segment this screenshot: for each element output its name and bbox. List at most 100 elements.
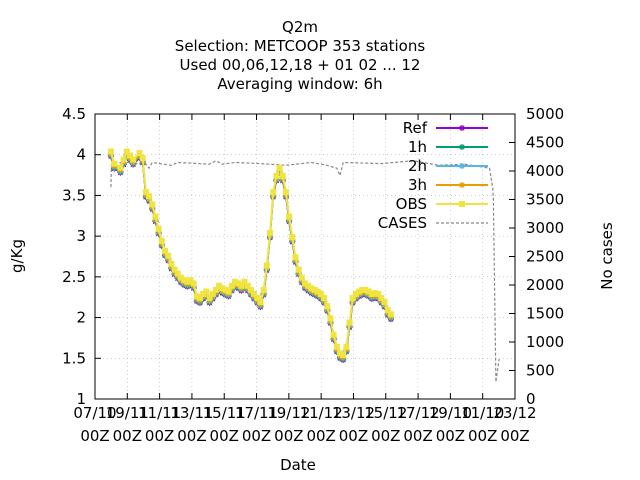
data-point bbox=[139, 154, 146, 161]
data-point bbox=[251, 290, 258, 297]
data-point bbox=[372, 290, 378, 297]
data-point bbox=[436, 0, 442, 6]
data-point bbox=[483, 0, 489, 6]
data-point bbox=[432, 0, 438, 6]
data-point bbox=[359, 286, 366, 293]
series-obs bbox=[107, 0, 505, 359]
data-point bbox=[317, 290, 324, 297]
data-point bbox=[200, 290, 207, 297]
y-tick-label: 2.5 bbox=[62, 268, 86, 286]
x-tick-label: 19/11 bbox=[106, 404, 149, 422]
x-tick-label: 11/12 bbox=[300, 404, 343, 422]
y-tick-label: 1.5 bbox=[62, 349, 86, 367]
x-tick-label: 00Z bbox=[339, 427, 368, 445]
data-point bbox=[381, 299, 388, 306]
data-point bbox=[333, 343, 340, 350]
title-line: Used 00,06,12,18 + 01 02 ... 12 bbox=[180, 56, 421, 74]
y2-axis-label: No cases bbox=[598, 222, 616, 290]
data-point bbox=[302, 280, 308, 287]
data-point bbox=[439, 0, 445, 6]
data-point bbox=[276, 164, 283, 171]
data-point bbox=[407, 0, 413, 6]
data-point bbox=[321, 295, 328, 302]
x-tick-label: 11/10 bbox=[461, 404, 504, 422]
y2-tick-label: 4000 bbox=[526, 162, 564, 180]
data-point bbox=[420, 0, 426, 6]
data-point bbox=[499, 0, 505, 6]
data-point bbox=[146, 193, 153, 200]
data-point bbox=[232, 278, 238, 285]
x-tick-label: 00Z bbox=[210, 427, 239, 445]
data-point bbox=[184, 278, 191, 285]
data-point bbox=[368, 290, 375, 297]
series-layer bbox=[107, 0, 505, 382]
x-tick-label: 13/12 bbox=[332, 404, 375, 422]
data-point bbox=[216, 282, 223, 289]
data-point bbox=[305, 282, 312, 289]
data-point bbox=[222, 286, 229, 293]
y2-tick-label: 1000 bbox=[526, 333, 564, 351]
data-point bbox=[410, 0, 416, 6]
data-point bbox=[171, 266, 178, 273]
data-point bbox=[219, 285, 226, 292]
title-line: Selection: METCOOP 353 stations bbox=[175, 37, 426, 55]
data-point bbox=[452, 0, 458, 6]
data-point bbox=[158, 238, 165, 245]
data-point bbox=[496, 0, 502, 6]
data-point bbox=[247, 286, 254, 293]
data-point bbox=[273, 172, 280, 179]
legend-marker bbox=[459, 125, 465, 131]
legend-label: OBS bbox=[396, 195, 427, 213]
data-point bbox=[448, 0, 454, 6]
data-point bbox=[327, 315, 334, 322]
legend-marker bbox=[459, 144, 465, 150]
x-tick-label: 19/10 bbox=[429, 404, 472, 422]
data-point bbox=[254, 295, 261, 302]
data-point bbox=[111, 160, 118, 167]
data-point bbox=[397, 0, 403, 6]
title-line: Averaging window: 6h bbox=[217, 75, 382, 93]
data-point bbox=[477, 0, 483, 6]
x-tick-label: 07/10 bbox=[73, 404, 116, 422]
data-point bbox=[203, 288, 210, 295]
legend-label: 2h bbox=[408, 157, 427, 175]
x-tick-label: 19/12 bbox=[267, 404, 310, 422]
legend-marker bbox=[459, 163, 465, 169]
data-point bbox=[263, 262, 270, 269]
data-point bbox=[461, 0, 467, 6]
x-tick-label: 00Z bbox=[145, 427, 174, 445]
data-point bbox=[387, 311, 394, 318]
y2-tick-label: 4500 bbox=[526, 134, 564, 152]
data-point bbox=[474, 0, 480, 6]
data-point bbox=[260, 286, 267, 293]
data-point bbox=[212, 286, 219, 293]
data-point bbox=[349, 295, 356, 302]
x-tick-label: 23/12 bbox=[493, 404, 536, 422]
data-point bbox=[455, 0, 461, 6]
data-point bbox=[174, 270, 181, 277]
data-point bbox=[142, 189, 149, 196]
data-point bbox=[228, 282, 235, 289]
data-point bbox=[123, 148, 130, 155]
x-tick-label: 15/12 bbox=[364, 404, 407, 422]
plot-frame bbox=[94, 113, 516, 400]
data-point bbox=[378, 295, 385, 302]
data-point bbox=[190, 280, 197, 287]
data-point bbox=[295, 266, 302, 273]
x-tick-label: 15/11 bbox=[203, 404, 246, 422]
y2-tick-label: 1500 bbox=[526, 305, 564, 323]
y2-tick-label: 2500 bbox=[526, 248, 564, 266]
x-tick-label: 00Z bbox=[274, 427, 303, 445]
data-point bbox=[442, 0, 448, 6]
data-point bbox=[337, 350, 343, 357]
legend-label: Ref bbox=[403, 119, 428, 137]
data-point bbox=[467, 0, 473, 6]
data-point bbox=[235, 280, 242, 287]
title-line: Q2m bbox=[282, 18, 318, 36]
data-point bbox=[120, 156, 127, 163]
legend-marker bbox=[459, 201, 465, 207]
data-point bbox=[384, 307, 391, 314]
data-point bbox=[238, 282, 245, 289]
